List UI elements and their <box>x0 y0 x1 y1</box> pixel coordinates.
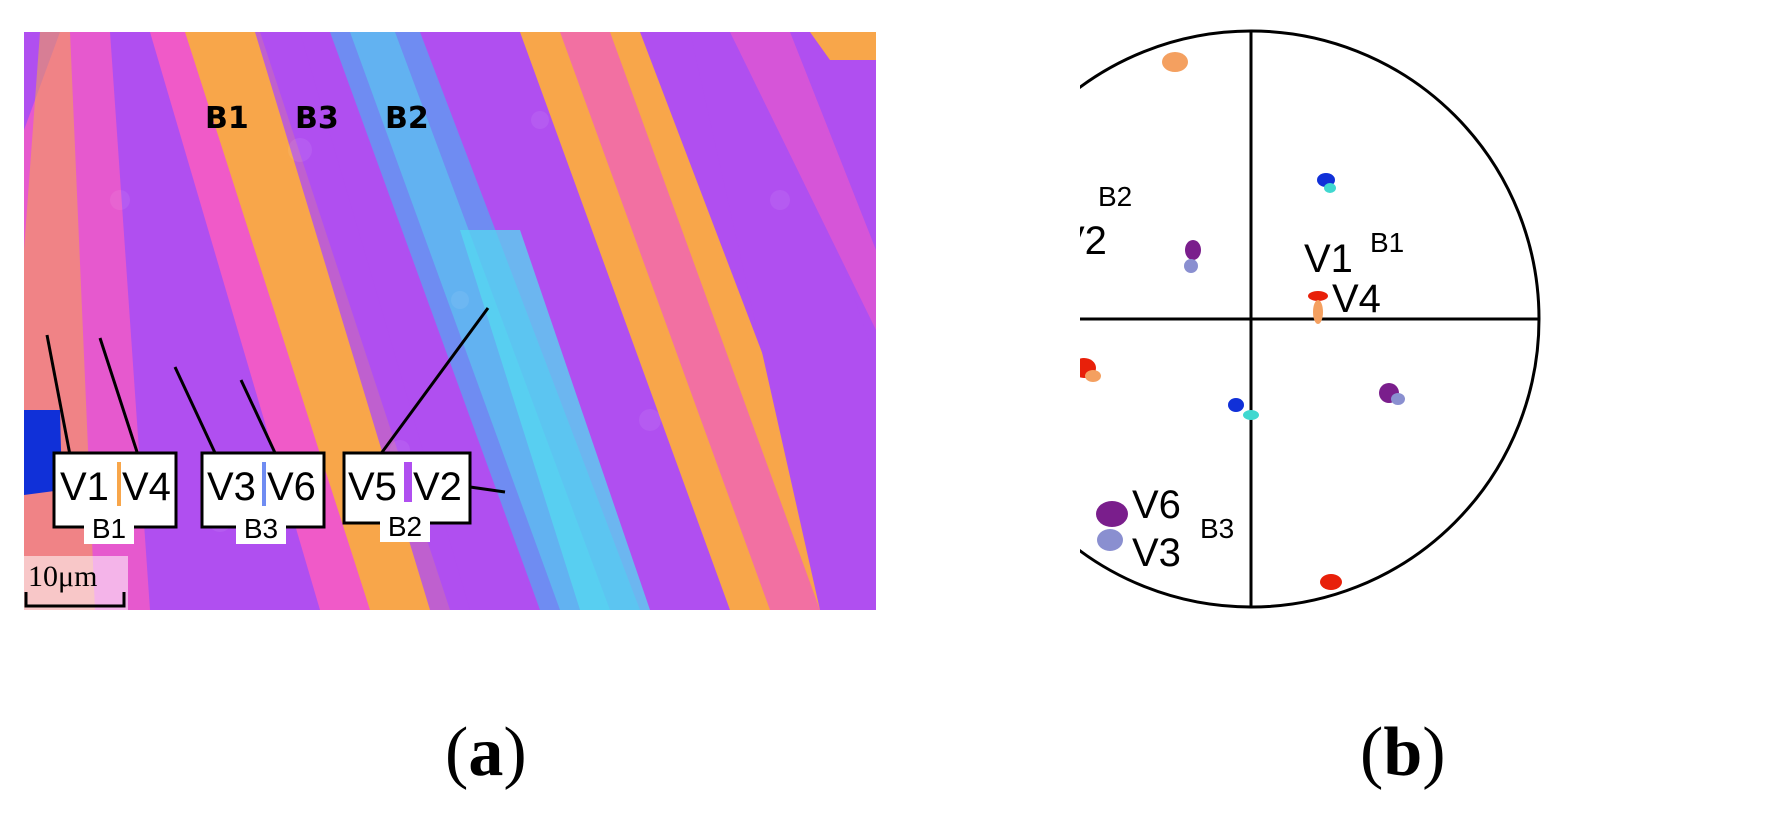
group-label-b2: B2 <box>388 511 422 542</box>
pole-label-v2: V2 <box>1080 219 1107 263</box>
pole-cluster <box>1243 410 1259 420</box>
variant-box-b2: V5 V2 B2 <box>342 451 472 542</box>
pole-label-v6: V6 <box>1132 483 1181 527</box>
variant-label-v2: V2 <box>413 465 462 509</box>
pole-cluster <box>1085 370 1101 382</box>
pole-label-b1: B1 <box>1370 227 1404 258</box>
pole-cluster <box>1097 529 1123 551</box>
group-label-b3: B3 <box>244 513 278 544</box>
band-label-b1: B1 <box>205 101 249 136</box>
pole-cluster <box>1096 501 1128 527</box>
variant-label-v5: V5 <box>348 465 397 509</box>
orientation-map-panel: B1 B3 B2 V1 V4 B1 V3 V6 B3 V5 V2 B2 <box>24 32 876 610</box>
pole-label-v4: V4 <box>1332 277 1381 321</box>
pole-label-v1: V1 <box>1304 237 1353 281</box>
pole-cluster <box>1313 300 1323 324</box>
scale-bar-label: 10μm <box>28 560 97 593</box>
pole-cluster <box>1320 574 1342 590</box>
pole-cluster <box>1391 393 1405 405</box>
variant-box-b3: V3 V6 B3 <box>200 451 326 544</box>
pole-label-b2: B2 <box>1098 181 1132 212</box>
group-label-b1: B1 <box>92 513 126 544</box>
leader-lines <box>45 307 506 494</box>
variant-label-v3: V3 <box>207 465 256 509</box>
band-label-b2: B2 <box>385 101 429 136</box>
pole-cluster <box>1184 259 1198 273</box>
variant-label-v6: V6 <box>267 465 316 509</box>
panel-a-caption: (a) <box>445 714 527 791</box>
pole-cluster <box>1162 52 1188 72</box>
pole-cluster <box>1228 398 1244 412</box>
variant-label-v1: V1 <box>60 465 109 509</box>
scale-bar: 10μm <box>24 556 128 610</box>
pole-label-b3: B3 <box>1200 513 1234 544</box>
pole-cluster <box>1185 240 1201 260</box>
panel-b-caption: (b) <box>1360 714 1446 791</box>
band-label-b3: B3 <box>295 101 339 136</box>
pole-cluster <box>1308 291 1328 301</box>
pole-figure-panel: V5 B2 V2 V1 B1 V4 V6 B3 V3 <box>1080 29 1541 609</box>
variant-box-b1: V1 V4 B1 <box>52 451 178 544</box>
pole-label-v3: V3 <box>1132 531 1181 575</box>
pole-cluster <box>1324 183 1336 193</box>
variant-label-v4: V4 <box>122 465 171 509</box>
pole-clusters <box>1080 52 1405 590</box>
